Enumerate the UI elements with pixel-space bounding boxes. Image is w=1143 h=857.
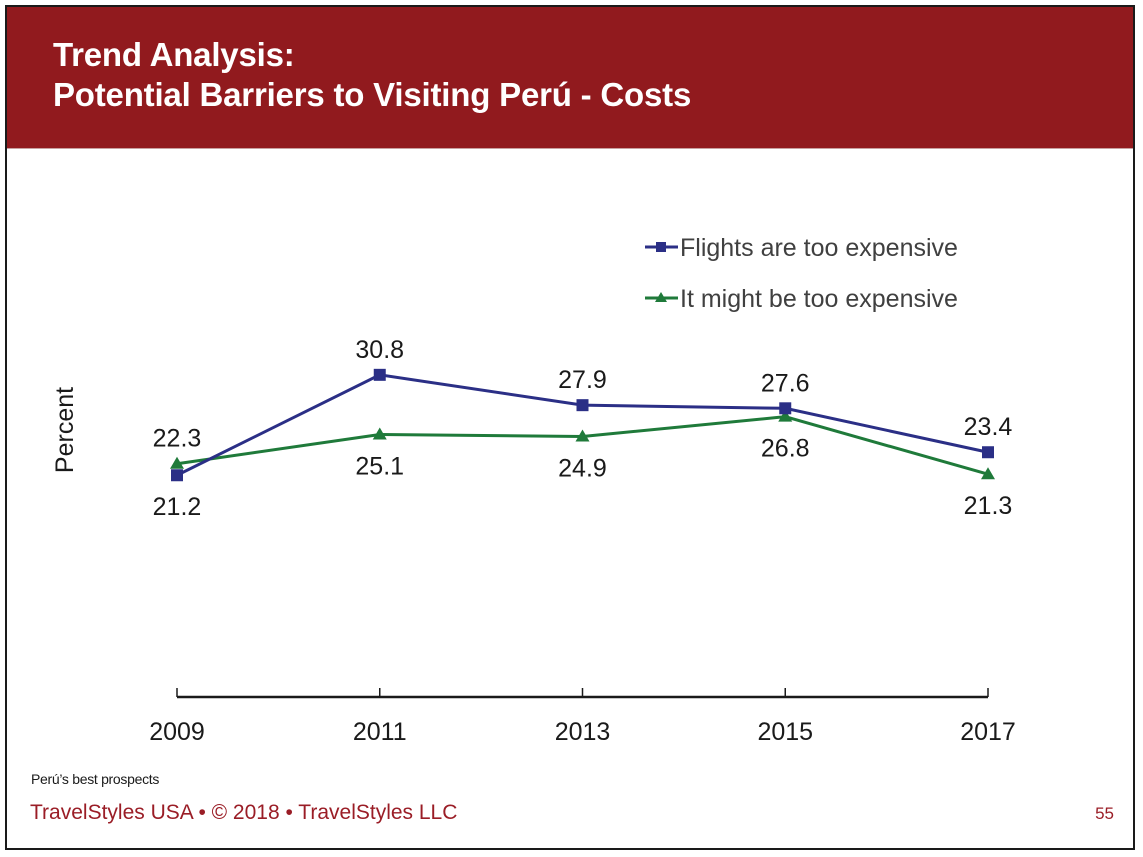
footer-note: Perú’s best prospects: [31, 771, 160, 787]
legend-label: It might be too expensive: [680, 285, 958, 313]
x-tick-label: 2011: [353, 718, 407, 746]
data-label: 21.3: [964, 492, 1013, 520]
legend-item-1: It might be too expensive: [645, 285, 958, 313]
slide-header: Trend Analysis: Potential Barriers to Vi…: [7, 7, 1133, 149]
data-label: 23.4: [964, 413, 1013, 441]
x-axis: 2009 2011 2013 2015 2017: [149, 688, 1016, 746]
data-point-triangle: [372, 427, 387, 440]
data-label: 24.9: [558, 455, 607, 483]
x-tick-label: 2013: [555, 718, 611, 746]
data-label: 22.3: [153, 425, 202, 453]
data-point-square: [171, 469, 183, 482]
legend: Flights are too expensive It might be too…: [645, 234, 958, 313]
data-point-triangle: [170, 456, 184, 469]
data-label: 30.8: [355, 336, 404, 364]
data-label: 25.1: [355, 452, 404, 480]
data-label: 27.9: [558, 366, 607, 394]
x-tick-label: 2017: [960, 718, 1016, 746]
legend-item-0: Flights are too expensive: [645, 234, 958, 262]
title-line-2: Potential Barriers to Visiting Perú - Co…: [53, 76, 692, 113]
data-label: 27.6: [761, 369, 810, 397]
title-line-1: Trend Analysis:: [53, 36, 295, 73]
legend-label: Flights are too expensive: [680, 234, 958, 262]
data-labels: 22.3 25.1 24.9 26.8 21.3 21.2 30.8 27.9 27.6 23.4: [153, 336, 1013, 521]
x-tick-label: 2015: [757, 718, 813, 746]
data-point-triangle: [575, 429, 590, 442]
page-number: 55: [1095, 804, 1114, 823]
data-point-triangle: [981, 467, 995, 480]
slide: Trend Analysis: Potential Barriers to Vi…: [5, 5, 1135, 850]
data-point-square: [779, 402, 792, 415]
x-tick-label: 2009: [149, 718, 205, 746]
legend-triangle-icon: [655, 292, 667, 302]
series-layer: [170, 368, 995, 482]
data-point-square: [576, 399, 589, 412]
slide-title: Trend Analysis: Potential Barriers to Vi…: [53, 35, 691, 115]
data-label: 26.8: [761, 435, 810, 463]
footer-copyright: TravelStyles USA • © 2018 • TravelStyles…: [30, 801, 458, 824]
data-label: 21.2: [153, 493, 202, 521]
data-point-square: [982, 446, 994, 459]
y-axis-title: Percent: [51, 387, 79, 473]
legend-square-icon: [656, 242, 666, 252]
data-point-square: [373, 368, 386, 381]
data-point-triangle: [778, 409, 793, 422]
